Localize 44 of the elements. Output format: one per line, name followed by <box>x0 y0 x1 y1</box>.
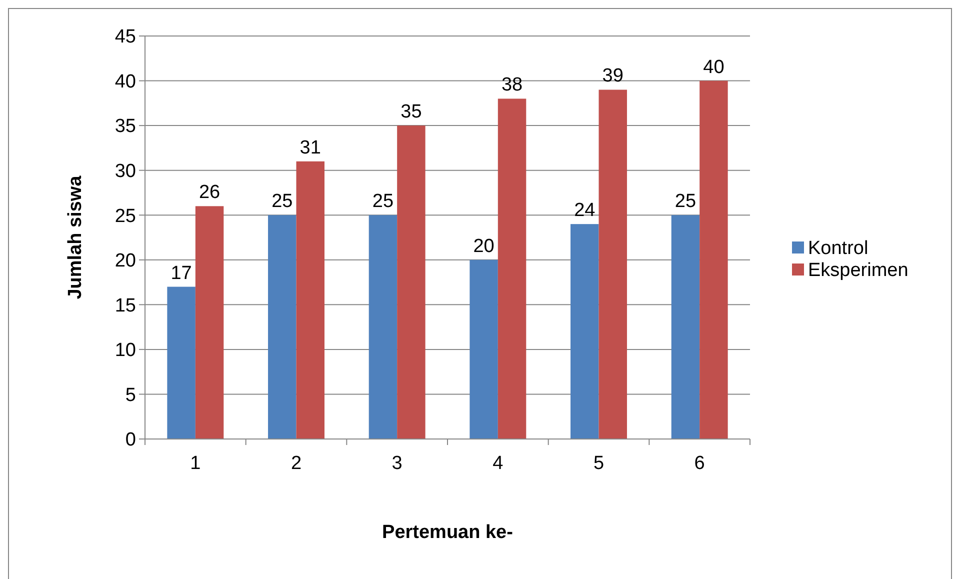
data-label: 17 <box>170 262 192 284</box>
y-tick-label: 30 <box>114 160 136 182</box>
data-label: 35 <box>400 102 422 123</box>
legend-label: Kontrol <box>808 238 868 260</box>
x-tick-label: 2 <box>290 453 302 474</box>
x-tick-label: 4 <box>492 453 504 474</box>
x-tick-label: 6 <box>694 453 705 474</box>
bar <box>671 215 700 439</box>
y-tick-label: 20 <box>114 250 136 272</box>
data-label: 25 <box>372 191 394 212</box>
bar <box>268 215 296 439</box>
data-label: 25 <box>272 191 293 212</box>
data-label: 38 <box>501 74 523 96</box>
data-label: 26 <box>198 182 220 204</box>
y-tick-label: 15 <box>114 295 136 316</box>
legend-label: Eksperimen <box>808 260 908 282</box>
y-tick-label: 40 <box>114 71 136 92</box>
data-label: 40 <box>703 56 724 78</box>
y-tick-label: 45 <box>114 26 136 48</box>
data-label: 31 <box>300 137 321 158</box>
data-label: 20 <box>473 236 494 257</box>
bar <box>498 98 526 439</box>
y-axis-title: Jumlah siswa <box>65 175 86 300</box>
x-tick-label: 3 <box>392 453 402 474</box>
bar <box>470 260 498 439</box>
x-tick-label: 1 <box>190 453 201 474</box>
x-axis-title: Pertemuan ke- <box>382 522 513 543</box>
y-tick-label: 5 <box>125 384 136 406</box>
x-tick-label: 5 <box>593 453 604 474</box>
y-tick-label: 35 <box>114 116 136 138</box>
bar <box>368 215 398 439</box>
y-tick-label: 0 <box>125 430 136 451</box>
y-tick-label: 10 <box>114 340 136 362</box>
y-tick-label: 25 <box>114 206 136 227</box>
bar <box>296 161 324 439</box>
bar <box>195 206 224 439</box>
bar <box>700 80 728 439</box>
data-label: 24 <box>574 200 596 222</box>
bar <box>167 286 196 439</box>
data-label: 39 <box>602 66 624 87</box>
data-label: 25 <box>674 191 696 212</box>
bar <box>570 224 599 439</box>
bar <box>598 90 627 439</box>
bar <box>397 126 426 439</box>
